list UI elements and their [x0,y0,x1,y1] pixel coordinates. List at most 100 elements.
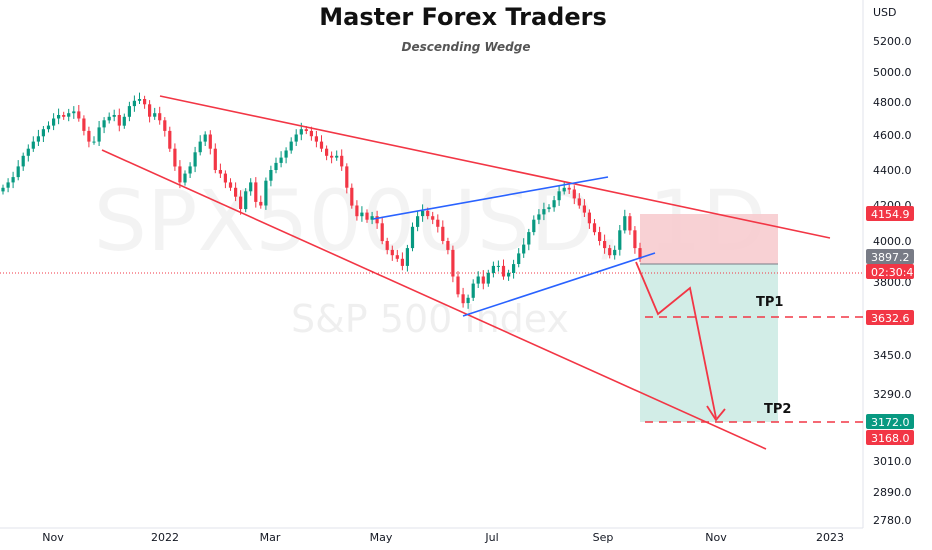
candle-body [72,111,76,114]
candle-body [36,136,40,142]
price-badge-value: 3168.0 [871,432,910,445]
channel-upper-line[interactable] [372,176,609,220]
candle-body [552,200,556,208]
price-badge-value: 3172.0 [871,416,910,429]
candle-body [143,99,147,105]
candle-body [274,162,278,170]
candle-body [213,148,217,170]
candle-body [431,216,435,220]
price-badge: 3168.0 [866,430,914,445]
candle-body [395,255,399,259]
candle-body [112,115,116,117]
y-tick-label: 2890.0 [873,486,912,499]
target-zone [640,264,778,422]
candle-body [67,113,71,117]
candle-body [249,182,253,192]
candle-body [188,166,192,174]
candle-body [547,207,551,210]
candle-body [577,198,581,206]
candle-body [451,249,455,277]
candle-body [598,232,602,241]
candle-body [345,166,349,188]
candle-body [370,216,374,220]
y-tick-label: 4600.0 [873,129,912,142]
candle-body [41,129,45,137]
candle-body [390,249,394,256]
y-tick-label: 5200.0 [873,35,912,48]
candle-body [82,118,86,131]
candle-body [542,209,546,215]
candle-body [486,272,490,284]
candle-body [410,226,415,249]
x-tick-label: 2023 [816,531,844,544]
projection-path[interactable] [635,261,717,419]
candle-body [269,170,273,181]
candle-body [421,210,425,217]
y-tick-label: 5000.0 [873,66,912,79]
candle-body [132,100,136,107]
candle-body [633,230,637,249]
candle-body [127,106,131,117]
candle-body [572,189,576,199]
candle-body [87,130,91,142]
candle-body [355,205,359,217]
candle-body [46,125,51,130]
candle-body [57,115,61,119]
y-tick-label: 4000.0 [873,235,912,248]
candle-body [97,127,101,142]
wedge-upper-line[interactable] [159,95,831,239]
candle-body [330,155,334,158]
candle-body [350,187,354,206]
candle-body [228,182,233,188]
candle-body [102,120,106,128]
wedge-lower-line[interactable] [101,149,767,450]
candle-body [517,253,521,264]
price-badge-value: 3897.2 [871,251,910,264]
price-badge: 4154.9 [866,206,914,221]
candle-body [380,223,384,242]
candle-body [603,241,607,249]
candle-body [52,118,56,126]
candle-body [26,148,30,156]
candle-body [158,113,162,121]
y-tick-label: 3450.0 [873,349,912,362]
candle-body [148,104,152,117]
candle-body [234,187,238,197]
candle-body [385,241,389,250]
candle-body [628,216,632,231]
candle-body [360,212,364,217]
candle-body [365,212,369,220]
price-badge: 3172.0 [866,414,914,429]
candle-body [294,134,298,142]
candle-body [582,205,586,213]
candle-body [340,155,344,167]
price-badge: 02:30:40 [866,264,920,279]
candle-body [168,130,172,149]
candle-body [527,232,531,245]
time-axis[interactable]: Nov 2022 Mar May Jul Sep Nov 2023 [42,531,844,544]
candle-body [153,113,157,117]
candle-body [507,272,511,277]
candle-body [198,141,202,153]
price-axis[interactable]: 5200.05000.04800.04600.04400.04200.04000… [873,35,912,527]
candle-body [203,134,207,142]
channel-lower-line[interactable] [462,252,656,317]
candle-body [537,214,541,220]
candle-body [400,258,404,266]
candles [1,92,642,309]
x-tick-label: Nov [705,531,727,544]
candle-body [522,244,526,254]
watermark-name: S&P 500 Index [291,297,569,341]
candle-body [441,226,445,241]
candle-body [319,141,324,149]
x-tick-label: May [370,531,393,544]
candle-body [375,216,379,224]
candle-body [259,201,263,206]
x-tick-label: Jul [484,531,498,544]
candle-body [62,115,66,117]
y-tick-label: 3010.0 [873,455,912,468]
projection-arrowhead [706,405,726,422]
candle-body [416,216,420,227]
candle-body [623,216,627,231]
